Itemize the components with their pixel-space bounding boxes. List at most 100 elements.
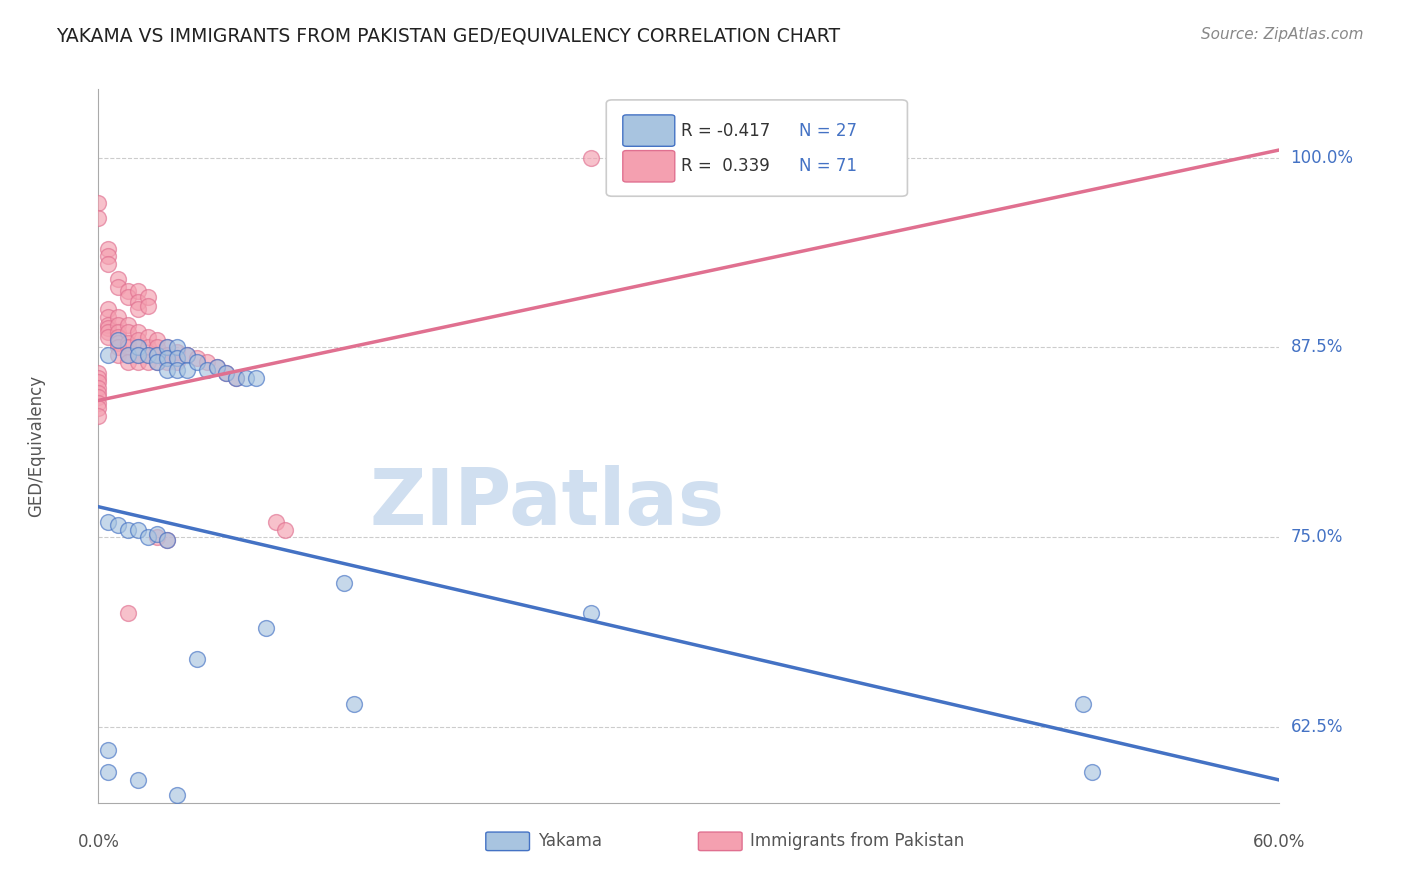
Point (146, 348, 169, 362)
Point (117, 318, 139, 332)
Point (117, 340, 139, 354)
Point (156, 363, 179, 377)
Text: R = -0.417: R = -0.417 (681, 121, 770, 139)
Point (87, 376, 110, 390)
Point (107, 333, 129, 347)
Point (579, 151, 602, 165)
Point (127, 325, 149, 339)
Point (127, 348, 149, 362)
Point (264, 515, 287, 529)
Point (127, 340, 149, 354)
Point (136, 340, 159, 354)
Point (245, 370, 267, 384)
Point (176, 348, 198, 362)
Point (254, 621, 277, 635)
Point (107, 279, 129, 293)
Point (136, 355, 159, 369)
Text: 100.0%: 100.0% (1291, 149, 1354, 167)
Point (156, 351, 179, 365)
Point (146, 340, 169, 354)
Point (1081, 765, 1104, 780)
Point (97, 742, 120, 756)
Point (117, 290, 139, 304)
Point (127, 348, 149, 362)
Point (205, 359, 228, 374)
FancyBboxPatch shape (699, 832, 742, 851)
Point (156, 355, 179, 369)
Point (87, 211, 110, 226)
Point (97, 765, 120, 780)
Point (127, 302, 149, 317)
Point (186, 355, 208, 369)
Point (127, 333, 149, 347)
Text: R =  0.339: R = 0.339 (681, 157, 769, 175)
Point (97, 242, 120, 256)
Point (146, 530, 169, 544)
Point (87, 196, 110, 211)
Point (127, 523, 149, 537)
Point (87, 370, 110, 384)
Point (117, 355, 139, 369)
Point (176, 348, 198, 362)
Point (136, 329, 159, 343)
Point (107, 856, 129, 871)
Text: N = 27: N = 27 (799, 121, 856, 139)
Point (146, 355, 169, 369)
Point (97, 329, 120, 343)
Point (87, 391, 110, 405)
Point (146, 527, 169, 541)
Point (166, 788, 188, 802)
Text: 75.0%: 75.0% (1291, 528, 1343, 546)
Point (195, 363, 218, 377)
Point (87, 366, 110, 380)
Point (156, 533, 179, 548)
Point (195, 355, 218, 369)
Point (146, 348, 169, 362)
Point (146, 333, 169, 347)
Point (117, 325, 139, 339)
Point (117, 284, 139, 298)
Point (87, 396, 110, 410)
Point (274, 523, 297, 537)
Point (205, 359, 228, 374)
Point (107, 348, 129, 362)
Point (107, 310, 129, 324)
Point (97, 310, 120, 324)
Point (107, 272, 129, 286)
FancyBboxPatch shape (486, 832, 530, 851)
Point (343, 697, 366, 711)
Point (156, 340, 179, 354)
Point (97, 318, 120, 332)
FancyBboxPatch shape (606, 100, 907, 196)
Text: N = 71: N = 71 (799, 157, 856, 175)
Point (97, 302, 120, 317)
Point (235, 370, 257, 384)
Point (166, 351, 188, 365)
Point (97, 348, 120, 362)
Point (215, 366, 238, 380)
Point (117, 335, 139, 350)
Text: Immigrants from Pakistan: Immigrants from Pakistan (751, 832, 965, 850)
Point (87, 381, 110, 395)
Point (166, 363, 188, 377)
Point (127, 772, 149, 787)
Point (225, 370, 247, 384)
Point (117, 348, 139, 362)
Text: YAKAMA VS IMMIGRANTS FROM PAKISTAN GED/EQUIVALENCY CORRELATION CHART: YAKAMA VS IMMIGRANTS FROM PAKISTAN GED/E… (56, 27, 841, 45)
Point (107, 335, 129, 350)
Point (97, 320, 120, 334)
Point (166, 340, 188, 354)
Text: 62.5%: 62.5% (1291, 718, 1343, 736)
Text: Yakama: Yakama (537, 832, 602, 850)
Point (87, 401, 110, 415)
Text: GED/Equivalency: GED/Equivalency (27, 375, 45, 517)
Text: 87.5%: 87.5% (1291, 338, 1343, 356)
FancyBboxPatch shape (623, 151, 675, 182)
Point (97, 325, 120, 339)
Point (333, 575, 356, 590)
Point (186, 351, 208, 365)
Point (117, 606, 139, 620)
Point (107, 318, 129, 332)
Point (107, 329, 129, 343)
Point (136, 348, 159, 362)
